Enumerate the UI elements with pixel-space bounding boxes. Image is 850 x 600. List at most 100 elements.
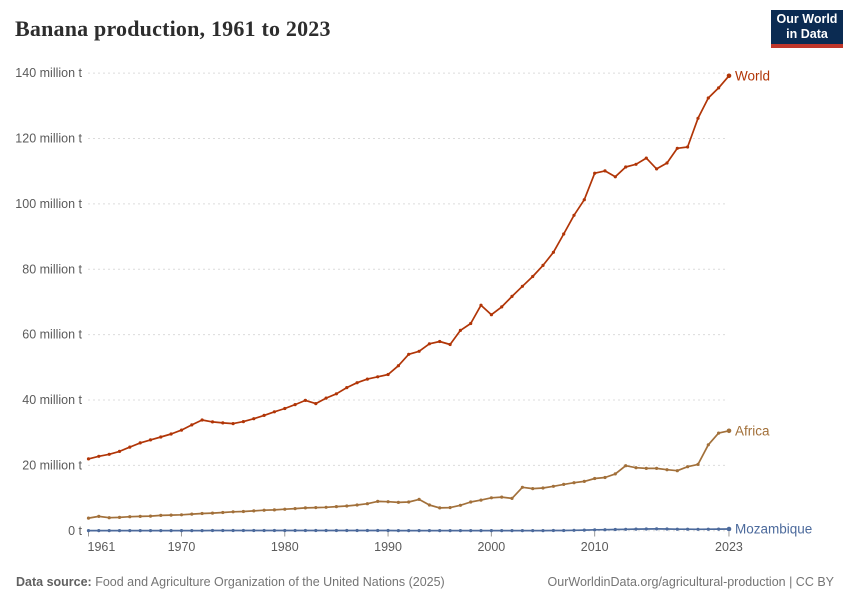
series-point [510,496,514,500]
series-point [510,294,514,298]
license-link[interactable]: OurWorldinData.org/agricultural-producti… [547,575,834,589]
series-point [190,529,194,533]
series-point [210,511,215,515]
x-axis-label: 2023 [715,540,743,554]
series-point [686,145,690,149]
series-point [148,529,153,533]
series-point [726,428,732,434]
series-point [138,529,142,533]
series-point [179,529,184,533]
series-point [675,146,679,150]
series-point [128,529,132,533]
series-point [531,487,535,491]
series-point [500,529,504,533]
series-point [655,527,659,531]
series-point [427,342,431,346]
x-axis-label: 2000 [477,540,505,554]
series-point [148,514,153,518]
series-point [86,457,91,461]
series-point [717,431,721,435]
series-label-mozambique[interactable]: Mozambique [735,522,812,537]
series-point [706,443,710,447]
series-point [489,313,493,317]
series-point [531,529,535,533]
y-axis-label: 20 million t [22,458,82,472]
series-point [221,528,225,533]
series-point [686,527,690,531]
series-point [655,167,659,171]
series-point [417,497,421,501]
series-point [717,527,721,531]
series-point [365,377,369,381]
series-point [107,529,111,533]
series-point [117,515,122,520]
series-point [644,527,648,531]
series-point [303,506,307,510]
series-point [541,529,545,533]
series-point [252,417,256,421]
series-point [376,528,380,533]
series-point [458,328,462,332]
series-point [138,514,142,519]
series-point [520,284,525,288]
series-point [500,305,504,309]
series-point [675,469,679,473]
series-point [593,171,597,175]
series-point [469,529,473,533]
series-point [634,162,638,166]
series-point [696,527,700,531]
series-point [169,529,173,533]
series-point [334,392,338,396]
owid-logo-line1: Our World [776,12,838,26]
series-point [324,505,328,509]
series-point [572,528,576,532]
series-point [107,452,111,456]
series-point [355,381,359,385]
series-point [686,465,690,469]
series-point [665,468,669,472]
series-point [324,396,328,400]
series-point [190,423,194,427]
series-point [417,349,421,353]
series-point [644,156,648,160]
series-point [293,507,297,511]
y-axis-label: 60 million t [22,328,82,342]
series-point [179,428,184,432]
series-point [396,529,400,533]
series-point [117,449,122,453]
owid-logo[interactable]: Our World in Data [771,10,843,48]
series-point [169,432,173,436]
series-point [231,422,235,426]
series-point [562,528,566,533]
series-point [624,165,628,169]
series-point [159,529,163,533]
series-point [634,527,638,531]
series-point [272,508,276,512]
series-point [479,529,483,533]
series-point [345,528,349,533]
series-point [148,438,153,442]
series-point [448,342,452,347]
series-point [376,499,380,503]
series-point [706,527,710,531]
series-point [458,503,462,507]
series-point [603,528,607,532]
series-point [562,482,566,486]
series-point [128,515,132,519]
series-line-world [87,74,730,460]
series-label-world[interactable]: World [735,68,770,83]
x-axis-label: 1980 [271,540,299,554]
series-point [355,528,359,533]
series-point [644,466,648,470]
series-point [582,479,586,483]
series-point [345,386,349,390]
series-line-africa [87,429,730,519]
series-point [97,454,101,458]
page-title: Banana production, 1961 to 2023 [15,16,331,41]
series-point [241,420,245,424]
series-point [603,169,607,173]
series-point [582,198,586,202]
series-label-africa[interactable]: Africa [735,423,770,438]
series-point [396,364,400,368]
series-point [345,504,349,508]
